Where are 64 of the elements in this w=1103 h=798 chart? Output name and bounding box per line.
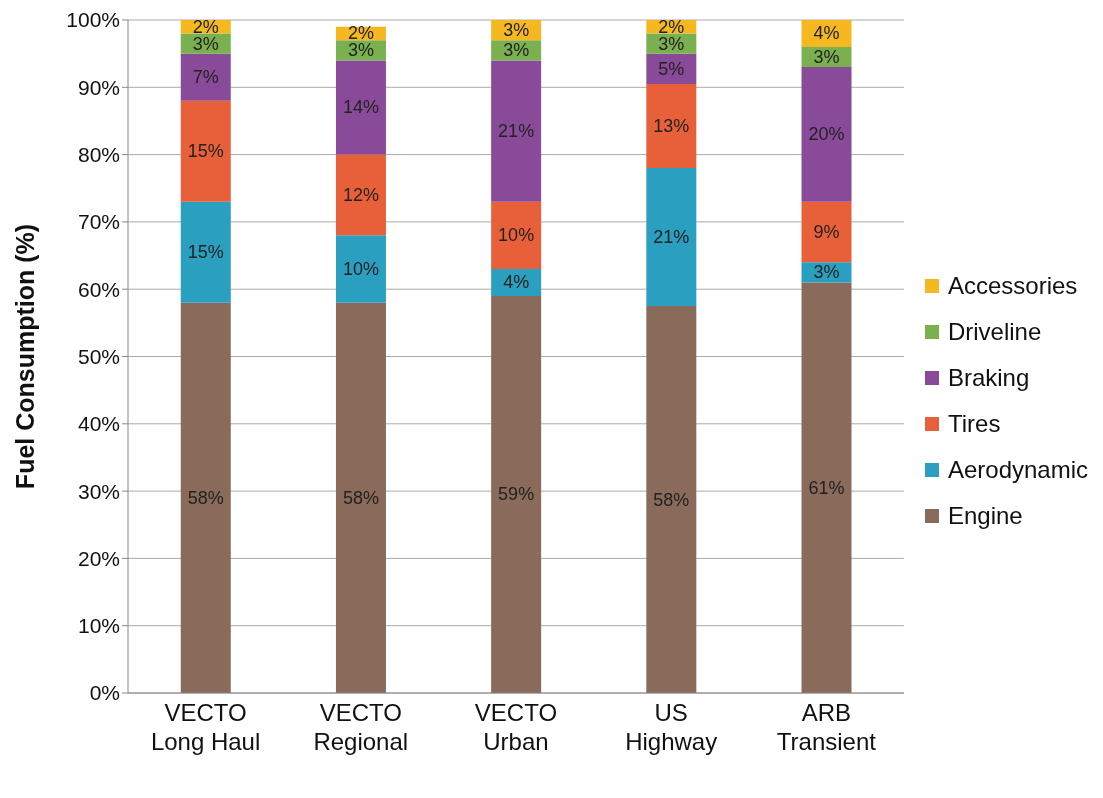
data-label: 10%: [342, 259, 379, 280]
data-label: 9%: [813, 221, 840, 242]
x-tick-label: ARB Transient: [776, 699, 877, 755]
legend-label: Accessories: [947, 271, 1078, 300]
bar: [491, 201, 542, 270]
data-label: 10%: [498, 225, 535, 246]
y-tick-label: 40%: [77, 412, 120, 436]
data-label: 13%: [653, 116, 690, 136]
x-tick-label: VECTO Regional: [313, 699, 409, 755]
data-label: 4%: [503, 272, 530, 293]
bar: [335, 302, 386, 693]
bar: [801, 201, 852, 263]
data-label: 58%: [342, 487, 379, 508]
data-label: 21%: [498, 121, 535, 142]
y-tick-label: 50%: [77, 344, 120, 368]
y-tick-label: 60%: [77, 277, 120, 301]
data-label: 20%: [808, 124, 845, 145]
y-tick-label: 100%: [66, 8, 120, 32]
bar: [180, 53, 231, 101]
data-label: 3%: [813, 47, 840, 68]
legend-label: Aerodynamic: [947, 455, 1088, 484]
y-tick-label: 80%: [77, 143, 120, 167]
data-label: 3%: [813, 262, 840, 283]
bar: [801, 282, 852, 693]
bar: [646, 168, 697, 307]
bar: [180, 100, 231, 202]
bar: [180, 201, 231, 303]
data-label: 15%: [187, 242, 224, 263]
bar: [801, 67, 852, 202]
x-tick-label: US Highway: [625, 699, 718, 755]
y-tick-label: 0%: [89, 681, 120, 705]
y-tick-label: 70%: [77, 210, 120, 234]
y-tick-label: 10%: [77, 614, 120, 638]
bar: [335, 235, 386, 303]
data-label: 7%: [192, 67, 219, 88]
data-label: 58%: [653, 489, 690, 510]
data-label: 58%: [187, 487, 224, 508]
x-tick-label: VECTO Urban: [474, 699, 558, 755]
y-tick-label: 90%: [77, 75, 120, 99]
bar: [335, 60, 386, 155]
data-label: 3%: [503, 40, 530, 61]
data-label: 59%: [498, 484, 535, 505]
y-tick-label: 30%: [77, 479, 120, 503]
legend-label: Braking: [947, 363, 1030, 392]
data-label: 4%: [813, 23, 840, 44]
data-label: 3%: [503, 20, 530, 41]
bar: [335, 154, 386, 236]
bar: [491, 60, 542, 202]
data-label: 21%: [653, 227, 690, 248]
bar: [646, 306, 697, 693]
legend-label: Engine: [947, 501, 1023, 530]
legend-label: Driveline: [947, 317, 1042, 346]
x-tick-label: VECTO Long Haul: [150, 699, 261, 755]
bar: [491, 295, 542, 693]
y-tick-label: 20%: [77, 546, 120, 570]
data-label: 14%: [342, 97, 379, 118]
data-label: 5%: [658, 58, 685, 79]
bar: [180, 302, 231, 693]
data-label: 61%: [808, 477, 845, 498]
legend-label: Tires: [947, 409, 1001, 438]
y-axis-title: Fuel Consumption (%): [10, 223, 39, 490]
data-label: 15%: [187, 141, 224, 162]
data-label: 12%: [342, 184, 379, 205]
bar: [646, 83, 697, 169]
